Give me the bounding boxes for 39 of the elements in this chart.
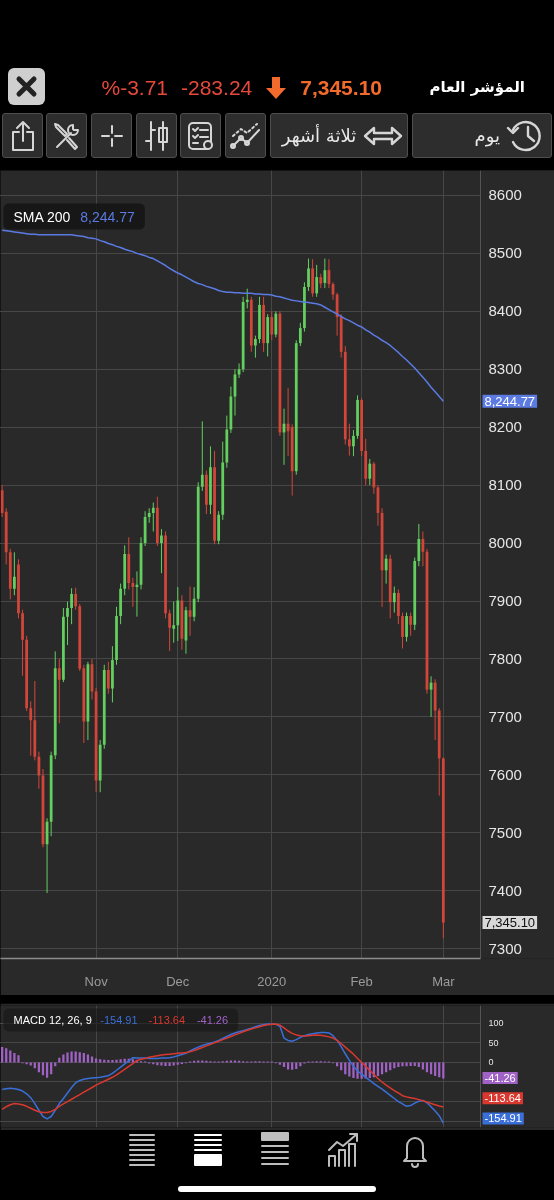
x-tick-label: 2020 bbox=[257, 973, 287, 989]
y-tick-label: 50 bbox=[488, 1037, 499, 1048]
x-tick-label: Dec bbox=[166, 973, 190, 989]
text: MACD 12, 26, 9 bbox=[13, 1014, 92, 1026]
text: -41.26 bbox=[484, 1072, 516, 1084]
y-tick-label: 8600 bbox=[488, 186, 522, 204]
text: ثلاثة أشهر bbox=[280, 123, 358, 149]
series-label: 8,244.77 bbox=[80, 208, 136, 225]
y-tick-label: 100 bbox=[488, 1018, 504, 1029]
annotation: -41.26 bbox=[196, 1014, 229, 1026]
x-tick-label: Mar bbox=[432, 973, 456, 989]
y-tick-label: 7800 bbox=[488, 649, 522, 667]
text: المؤشر العام bbox=[429, 77, 525, 98]
text: %-3.71 bbox=[101, 75, 169, 101]
x-tick-label: Nov bbox=[84, 973, 109, 989]
annotation: -154.91 bbox=[100, 1014, 138, 1026]
text: -283.24 bbox=[181, 75, 253, 101]
y-tick-label: 8200 bbox=[488, 418, 522, 436]
y-tick-label: 7700 bbox=[488, 707, 522, 725]
y-tick-label: 8100 bbox=[488, 476, 522, 494]
text: -154.91 bbox=[484, 1112, 522, 1125]
text: يوم bbox=[474, 124, 500, 149]
annotation: -113.64 bbox=[148, 1014, 186, 1026]
y-tick-label: 8500 bbox=[488, 244, 522, 262]
text: 7,345.10 bbox=[484, 915, 536, 931]
y-tick-label: 7500 bbox=[488, 823, 522, 841]
y-tick-label: 8000 bbox=[488, 534, 522, 552]
y-tick-label: 7900 bbox=[488, 592, 522, 609]
y-tick-label: 7600 bbox=[488, 765, 522, 783]
text: -113.64 bbox=[484, 1092, 521, 1105]
y-tick-label: 8300 bbox=[488, 360, 522, 378]
y-tick-label: 7400 bbox=[488, 881, 522, 899]
x-tick-label: Feb bbox=[350, 973, 373, 989]
y-tick-label: 7300 bbox=[488, 939, 522, 957]
text: 7,345.10 bbox=[300, 75, 382, 101]
text: 8,244.77 bbox=[484, 393, 536, 409]
legend-title: SMA 200 bbox=[13, 208, 71, 225]
y-tick-label: 0 bbox=[488, 1057, 494, 1068]
y-tick-label: 8400 bbox=[488, 302, 522, 320]
